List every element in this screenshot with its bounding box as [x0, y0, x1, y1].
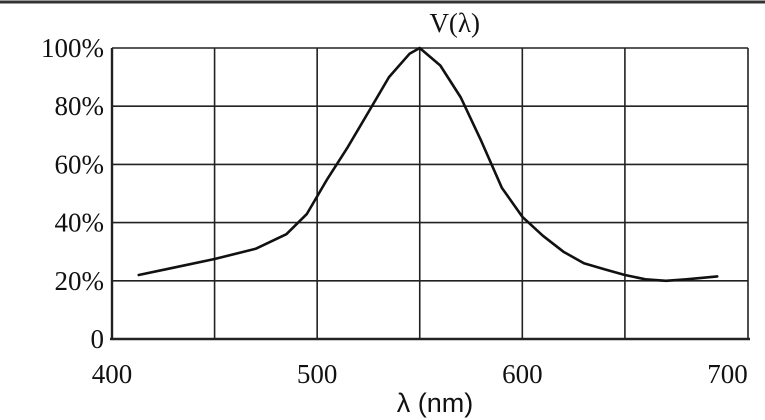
series-label-0: V(λ)	[429, 8, 480, 38]
y-tick-label-20: 20%	[55, 266, 105, 296]
x-tick-label-400: 400	[92, 359, 133, 389]
x-tick-label-600: 600	[502, 359, 543, 389]
x-tick-labels: 400 500 600 700	[92, 359, 748, 389]
y-tick-label-100: 100%	[41, 33, 104, 63]
y-tick-label-60: 60%	[55, 149, 105, 179]
y-tick-labels: 0 20% 40% 60% 80% 100%	[41, 33, 104, 354]
series-line-0	[137, 46, 719, 283]
x-axis-title: λ (nm)	[397, 388, 474, 418]
series-layer: V(λ)	[137, 8, 719, 283]
plot-area	[112, 48, 748, 339]
gridlines	[111, 47, 749, 339]
y-tick-label-80: 80%	[55, 91, 105, 121]
y-tick-label-40: 40%	[55, 208, 105, 238]
y-tick-label-0: 0	[91, 324, 105, 354]
x-tick-label-500: 500	[297, 359, 338, 389]
axes	[110, 48, 750, 341]
x-tick-label-700: 700	[707, 359, 748, 389]
